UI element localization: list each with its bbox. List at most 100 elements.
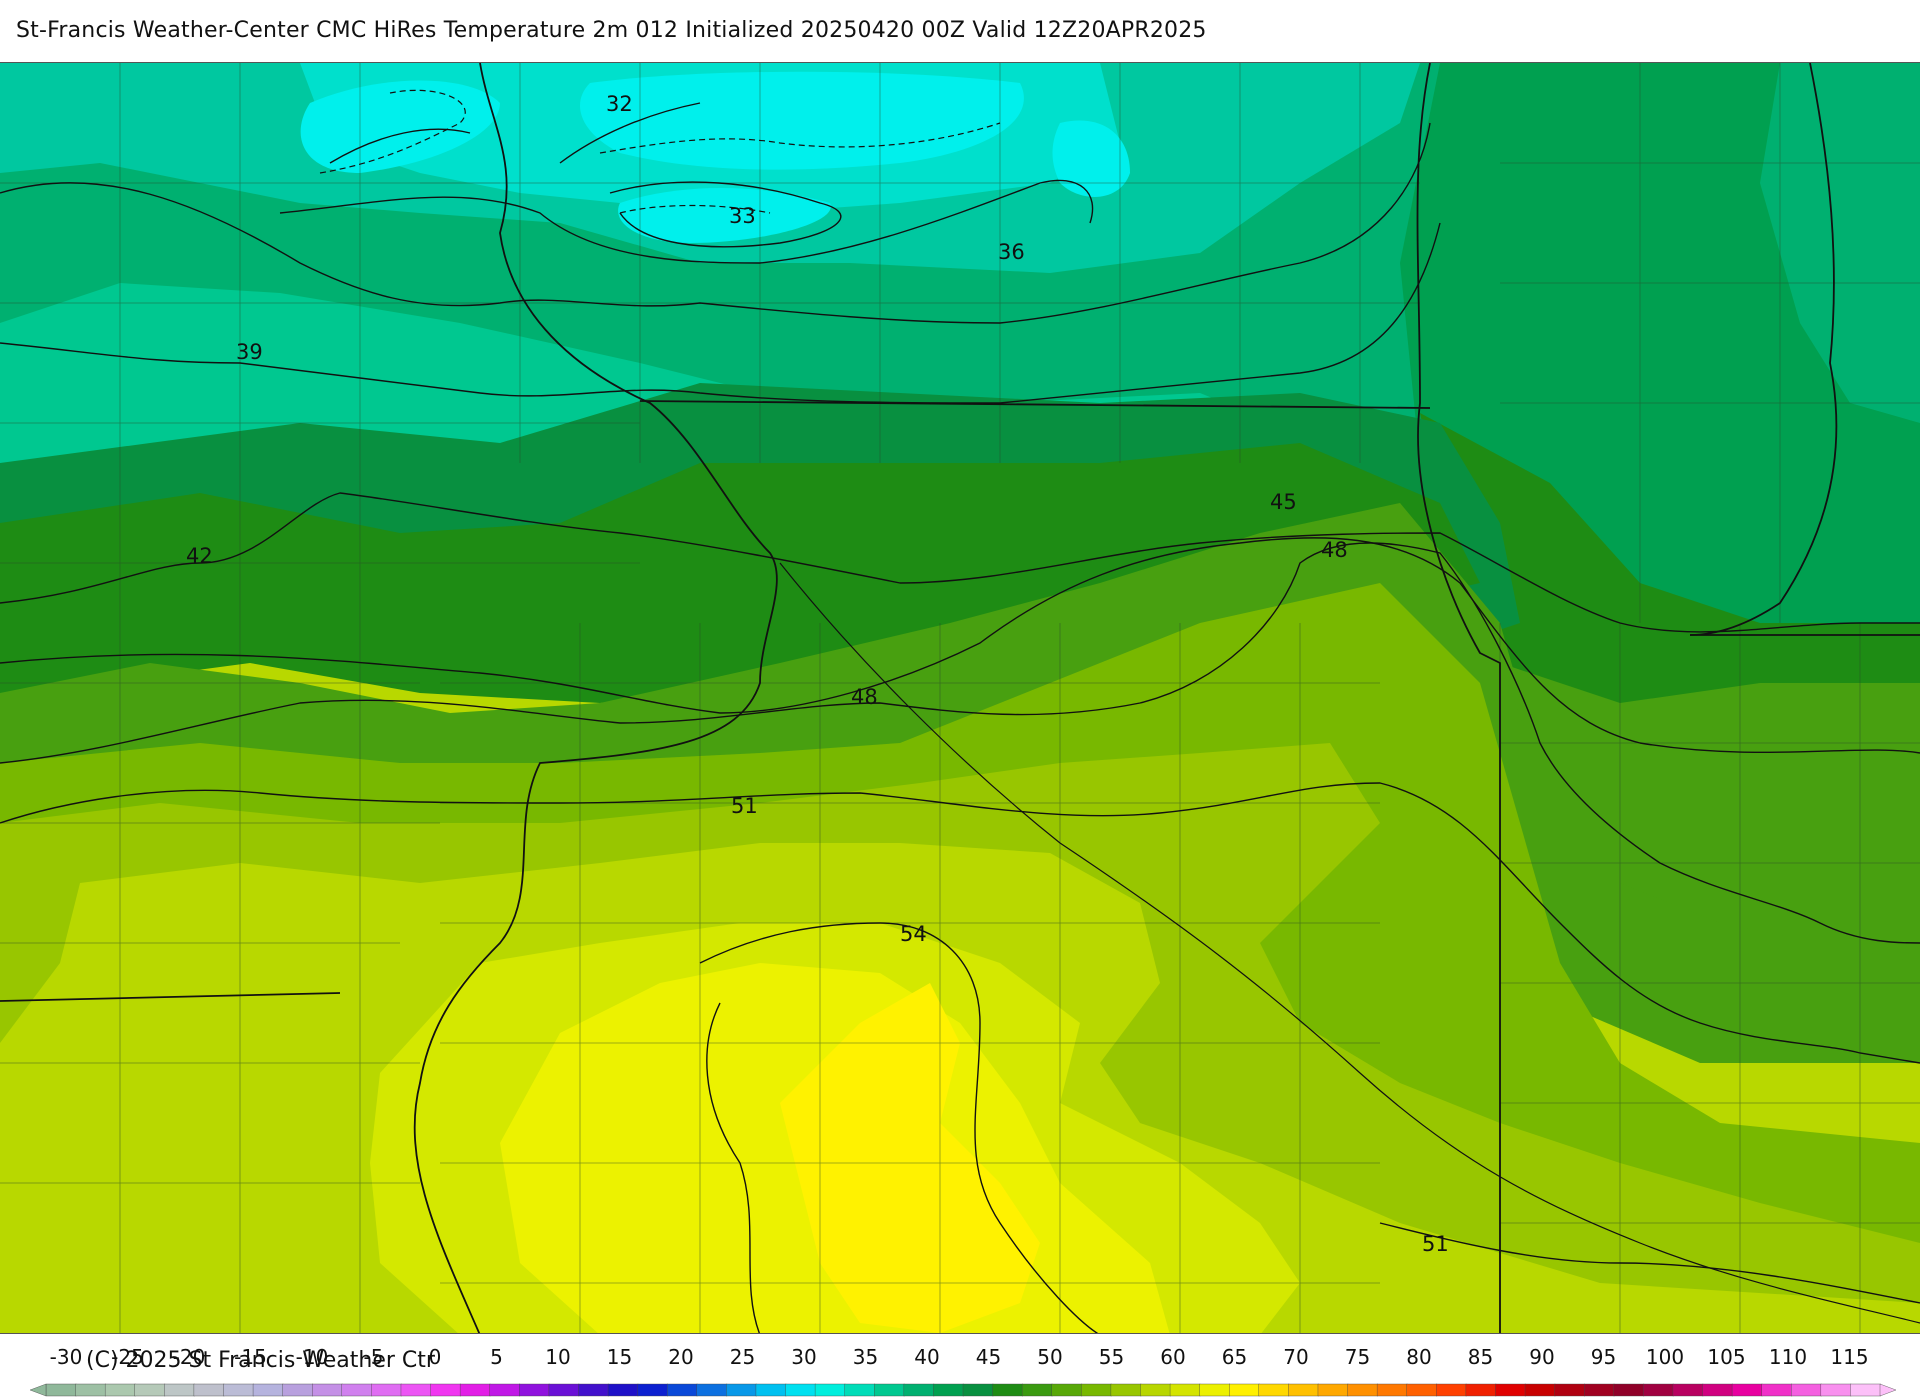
- temp-band-45: [0, 443, 1480, 703]
- legend-tick-label: 65: [1222, 1345, 1247, 1369]
- legend-tick-label: 85: [1468, 1345, 1493, 1369]
- legend-tick-label: 20: [668, 1345, 693, 1369]
- legend-swatch: [637, 1383, 668, 1397]
- legend-swatch: [1406, 1383, 1438, 1397]
- isotherm-33: [279, 179, 1094, 264]
- legend-right-arrow: [1879, 1383, 1897, 1397]
- legend-tick-label: 40: [914, 1345, 939, 1369]
- legend-swatch: [785, 1383, 816, 1397]
- legend-tick-label: 30: [791, 1345, 816, 1369]
- legend-tick-label: 50: [1037, 1345, 1062, 1369]
- legend-swatch: [134, 1383, 166, 1397]
- legend-swatch: [1731, 1383, 1763, 1397]
- highway-line: [779, 562, 1920, 1324]
- legend-swatch: [607, 1383, 639, 1397]
- legend-swatch: [1317, 1383, 1349, 1397]
- isotherm-45: [0, 537, 1920, 754]
- legend-swatch: [1081, 1383, 1112, 1397]
- legend-swatch: [400, 1383, 432, 1397]
- legend-tick-label: 115: [1830, 1345, 1868, 1369]
- legend-swatch: [519, 1383, 550, 1397]
- legend-swatch: [933, 1383, 964, 1397]
- legend-tick-label: 55: [1099, 1345, 1124, 1369]
- legend-swatch: [874, 1383, 905, 1397]
- legend-swatch: [459, 1383, 491, 1397]
- legend-tick-label: -20: [173, 1345, 206, 1369]
- legend-swatch: [1229, 1383, 1260, 1397]
- legend-swatch: [1199, 1383, 1231, 1397]
- contour-labels: 32 33 36 39 42 45 48 48 51 54 51: [186, 92, 1449, 1256]
- legend-swatch: [1524, 1383, 1556, 1397]
- county-boundaries: [0, 63, 1920, 1333]
- legend-swatch: [1583, 1383, 1615, 1397]
- legend-tick-label: -30: [50, 1345, 83, 1369]
- legend-tick-label: 80: [1406, 1345, 1431, 1369]
- isotherm-39: [0, 222, 1441, 404]
- contour-label-33: 33: [729, 204, 756, 228]
- contour-label-48a: 48: [1321, 538, 1348, 562]
- legend-swatch: [45, 1383, 77, 1397]
- legend-tick-label: 105: [1707, 1345, 1745, 1369]
- legend-tick-label: -15: [234, 1345, 267, 1369]
- contour-label-42: 42: [186, 544, 213, 568]
- legend-swatch: [1347, 1383, 1378, 1397]
- legend-color-bar: [29, 1383, 1897, 1397]
- legend-tick-label: 5: [490, 1345, 503, 1369]
- legend-tick-label: 110: [1769, 1345, 1807, 1369]
- legend-swatch: [252, 1383, 284, 1397]
- isotherm-54: [699, 922, 1099, 1333]
- legend-swatch: [75, 1383, 106, 1397]
- legend-tick-label: 25: [730, 1345, 755, 1369]
- legend-swatch: [104, 1383, 136, 1397]
- legend-tick-label: 45: [976, 1345, 1001, 1369]
- legend-tick-label: -5: [364, 1345, 384, 1369]
- legend-swatch: [1761, 1383, 1793, 1397]
- legend-tick-label: 100: [1646, 1345, 1684, 1369]
- legend-swatch: [1495, 1383, 1526, 1397]
- legend-swatch: [1288, 1383, 1319, 1397]
- state-boundaries: [0, 63, 1920, 1333]
- legend-tick-label: 95: [1591, 1345, 1616, 1369]
- contour-label-54: 54: [900, 922, 927, 946]
- legend-swatch: [903, 1383, 935, 1397]
- legend-swatch: [696, 1383, 728, 1397]
- temp-band-30c: [618, 188, 831, 243]
- legend-swatch: [1820, 1383, 1852, 1397]
- legend-swatch: [1465, 1383, 1497, 1397]
- legend-tick-label: 90: [1529, 1345, 1554, 1369]
- legend-swatch: [489, 1383, 521, 1397]
- legend-swatch: [1051, 1383, 1083, 1397]
- legend-swatch: [1110, 1383, 1142, 1397]
- legend-tick-label: 60: [1160, 1345, 1185, 1369]
- legend-tick-label: 0: [429, 1345, 442, 1369]
- legend-swatch: [341, 1383, 373, 1397]
- temp-band-60: [780, 983, 1040, 1333]
- legend-swatch: [430, 1383, 461, 1397]
- map-frame: 32 33 36 39 42 45 48 48 51 54 51: [0, 62, 1920, 1334]
- contour-label-45: 45: [1270, 490, 1297, 514]
- legend-swatch: [1554, 1383, 1585, 1397]
- legend-swatch: [1850, 1383, 1881, 1397]
- legend-swatch: [755, 1383, 787, 1397]
- contour-label-51a: 51: [731, 794, 758, 818]
- legend-swatch: [312, 1383, 343, 1397]
- legend-swatch: [666, 1383, 698, 1397]
- map-title: St-Francis Weather-Center CMC HiRes Temp…: [16, 18, 1207, 43]
- legend-swatch: [578, 1383, 609, 1397]
- legend-swatch: [1376, 1383, 1408, 1397]
- temp-band-48-east: [1500, 663, 1920, 963]
- legend-tick-label: 10: [545, 1345, 570, 1369]
- temp-band-30b: [580, 71, 1024, 170]
- isotherm-36: [0, 122, 1431, 324]
- legend-swatch: [282, 1383, 314, 1397]
- isotherm-contours: [0, 102, 1920, 1333]
- copyright-text: (C) 2025 St Francis Weather Ctr: [86, 1348, 435, 1373]
- contour-label-32: 32: [606, 92, 633, 116]
- color-legend: -30 -25 -20 -15 -10 -5 0 5 10 15 20 25 30 35 40 45 50 55 6…: [0, 1334, 1920, 1400]
- legend-swatch: [962, 1383, 994, 1397]
- legend-swatch: [1021, 1383, 1053, 1397]
- legend-left-arrow: [29, 1383, 47, 1397]
- legend-tick-labels: -30 -25 -20 -15 -10 -5 0 5 10 15 20 25 30 35 40 45 50 55 6…: [50, 1345, 1869, 1369]
- legend-swatch: [1643, 1383, 1674, 1397]
- legend-swatch: [164, 1383, 195, 1397]
